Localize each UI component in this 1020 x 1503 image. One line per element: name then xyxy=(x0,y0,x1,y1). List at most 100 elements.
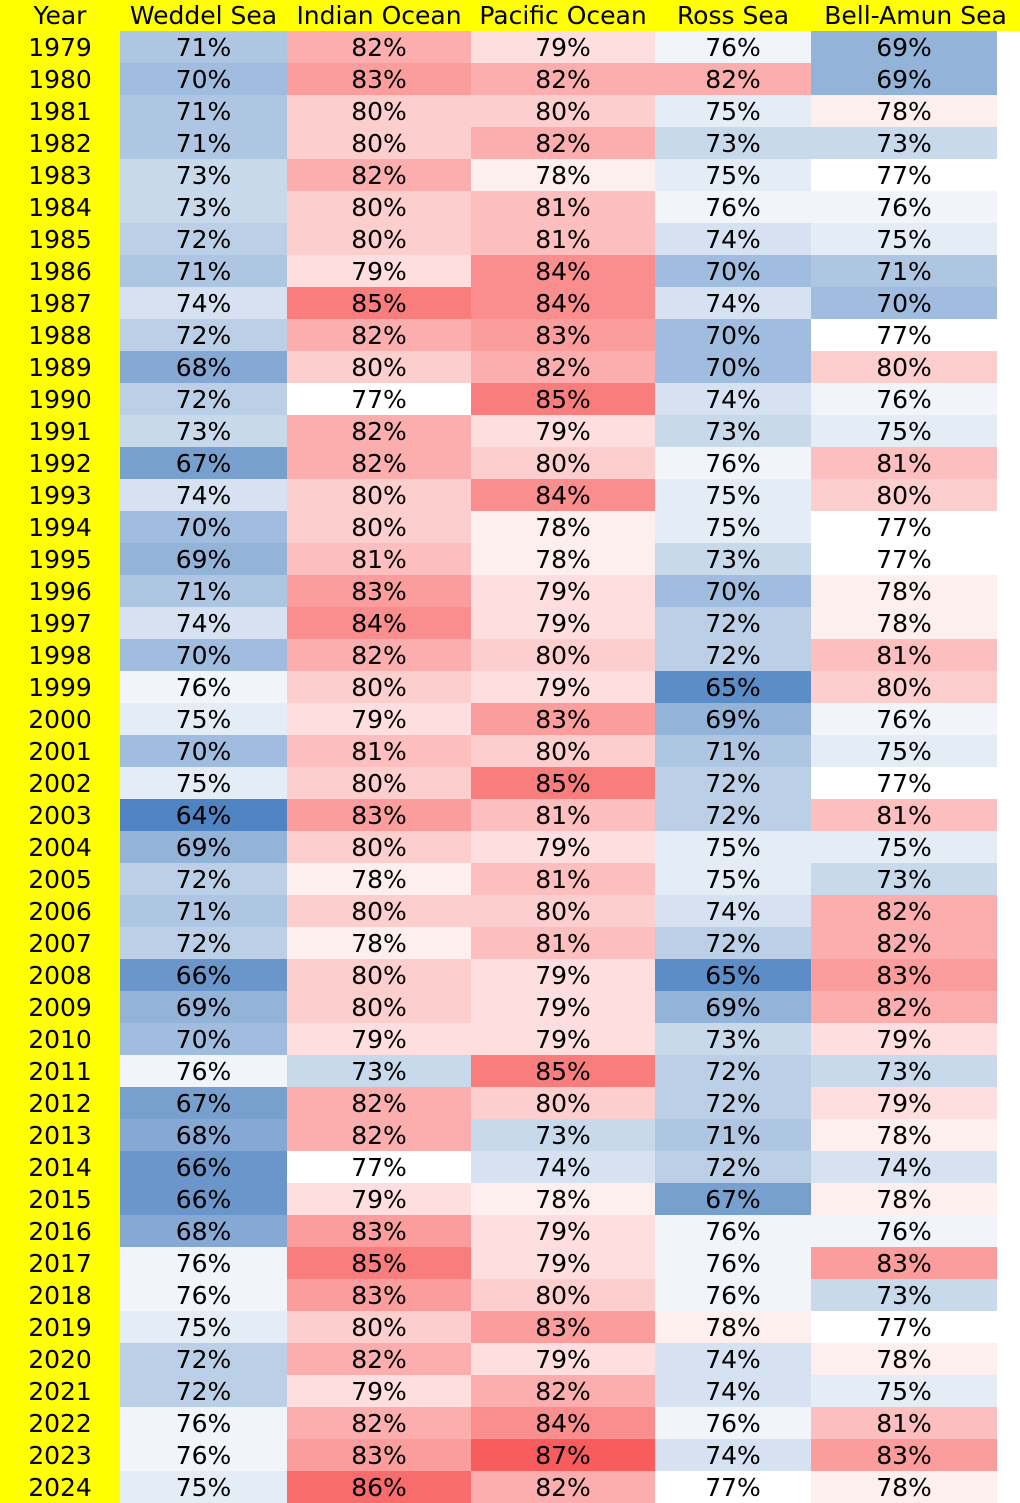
year-label: 2013 xyxy=(0,1119,120,1151)
year-label: 1996 xyxy=(0,575,120,607)
heatmap-cell-bell-amun-sea: 78% xyxy=(811,1119,997,1151)
heatmap-cell-bell-amun-sea: 78% xyxy=(811,95,997,127)
heatmap-cell-pacific-ocean: 80% xyxy=(471,895,655,927)
heatmap-cell-pacific-ocean: 84% xyxy=(471,479,655,511)
heatmap-cell-bell-amun-sea: 73% xyxy=(811,863,997,895)
heatmap-cell-weddel-sea: 66% xyxy=(120,959,287,991)
year-label: 2011 xyxy=(0,1055,120,1087)
heatmap-cell-pacific-ocean: 83% xyxy=(471,703,655,735)
year-label: 2002 xyxy=(0,767,120,799)
heatmap-cell-indian-ocean: 80% xyxy=(287,1311,471,1343)
year-label: 2018 xyxy=(0,1279,120,1311)
year-label: 2005 xyxy=(0,863,120,895)
heatmap-cell-bell-amun-sea: 78% xyxy=(811,575,997,607)
heatmap-cell-pacific-ocean: 80% xyxy=(471,95,655,127)
heatmap-cell-bell-amun-sea: 81% xyxy=(811,799,997,831)
heatmap-cell-indian-ocean: 83% xyxy=(287,1439,471,1471)
heatmap-cell-indian-ocean: 85% xyxy=(287,1247,471,1279)
heatmap-cell-ross-sea: 82% xyxy=(655,63,811,95)
heatmap-cell-bell-amun-sea: 78% xyxy=(811,1183,997,1215)
heatmap-cell-weddel-sea: 73% xyxy=(120,159,287,191)
heatmap-cell-pacific-ocean: 79% xyxy=(471,1343,655,1375)
heatmap-cell-weddel-sea: 72% xyxy=(120,863,287,895)
heatmap-cell-indian-ocean: 80% xyxy=(287,671,471,703)
heatmap-cell-bell-amun-sea: 80% xyxy=(811,351,997,383)
heatmap-cell-bell-amun-sea: 77% xyxy=(811,511,997,543)
heatmap-cell-ross-sea: 74% xyxy=(655,1439,811,1471)
heatmap-cell-weddel-sea: 66% xyxy=(120,1151,287,1183)
heatmap-cell-ross-sea: 72% xyxy=(655,607,811,639)
heatmap-cell-bell-amun-sea: 75% xyxy=(811,415,997,447)
heatmap-cell-pacific-ocean: 87% xyxy=(471,1439,655,1471)
heatmap-cell-bell-amun-sea: 76% xyxy=(811,191,997,223)
heatmap-cell-ross-sea: 70% xyxy=(655,575,811,607)
heatmap-cell-weddel-sea: 66% xyxy=(120,1183,287,1215)
heatmap-cell-ross-sea: 74% xyxy=(655,1343,811,1375)
year-label: 1994 xyxy=(0,511,120,543)
heatmap-cell-indian-ocean: 80% xyxy=(287,479,471,511)
heatmap-cell-bell-amun-sea: 77% xyxy=(811,543,997,575)
heatmap-cell-indian-ocean: 79% xyxy=(287,1183,471,1215)
heatmap-cell-bell-amun-sea: 77% xyxy=(811,159,997,191)
heatmap-cell-ross-sea: 77% xyxy=(655,1471,811,1503)
heatmap-cell-weddel-sea: 68% xyxy=(120,1215,287,1247)
heatmap-cell-indian-ocean: 83% xyxy=(287,63,471,95)
heatmap-cell-pacific-ocean: 82% xyxy=(471,127,655,159)
heatmap-cell-indian-ocean: 80% xyxy=(287,767,471,799)
heatmap-cell-indian-ocean: 83% xyxy=(287,799,471,831)
heatmap-cell-weddel-sea: 74% xyxy=(120,607,287,639)
heatmap-cell-weddel-sea: 71% xyxy=(120,31,287,63)
year-label: 1984 xyxy=(0,191,120,223)
heatmap-cell-weddel-sea: 76% xyxy=(120,1279,287,1311)
heatmap-cell-ross-sea: 75% xyxy=(655,159,811,191)
heatmap-cell-weddel-sea: 67% xyxy=(120,447,287,479)
heatmap-cell-weddel-sea: 70% xyxy=(120,511,287,543)
heatmap-cell-ross-sea: 74% xyxy=(655,383,811,415)
heatmap-cell-bell-amun-sea: 71% xyxy=(811,255,997,287)
heatmap-cell-bell-amun-sea: 76% xyxy=(811,1215,997,1247)
year-label: 2009 xyxy=(0,991,120,1023)
heatmap-cell-indian-ocean: 83% xyxy=(287,575,471,607)
heatmap-cell-weddel-sea: 64% xyxy=(120,799,287,831)
heatmap-cell-bell-amun-sea: 81% xyxy=(811,447,997,479)
heatmap-cell-weddel-sea: 70% xyxy=(120,63,287,95)
heatmap-cell-bell-amun-sea: 73% xyxy=(811,1279,997,1311)
heatmap-cell-ross-sea: 76% xyxy=(655,1247,811,1279)
heatmap-cell-bell-amun-sea: 73% xyxy=(811,127,997,159)
heatmap-cell-weddel-sea: 76% xyxy=(120,1439,287,1471)
year-label: 2019 xyxy=(0,1311,120,1343)
year-label: 1979 xyxy=(0,31,120,63)
heatmap-cell-pacific-ocean: 81% xyxy=(471,223,655,255)
heatmap-cell-ross-sea: 73% xyxy=(655,1023,811,1055)
heatmap-cell-bell-amun-sea: 75% xyxy=(811,831,997,863)
heatmap-cell-ross-sea: 73% xyxy=(655,415,811,447)
heatmap-cell-pacific-ocean: 79% xyxy=(471,831,655,863)
heatmap-cell-bell-amun-sea: 76% xyxy=(811,703,997,735)
heatmap-cell-bell-amun-sea: 74% xyxy=(811,1151,997,1183)
heatmap-cell-pacific-ocean: 85% xyxy=(471,383,655,415)
heatmap-cell-ross-sea: 76% xyxy=(655,191,811,223)
heatmap-cell-ross-sea: 75% xyxy=(655,831,811,863)
heatmap-cell-ross-sea: 65% xyxy=(655,671,811,703)
heatmap-cell-ross-sea: 76% xyxy=(655,1279,811,1311)
heatmap-cell-indian-ocean: 79% xyxy=(287,703,471,735)
heatmap-cell-pacific-ocean: 81% xyxy=(471,863,655,895)
heatmap-cell-pacific-ocean: 78% xyxy=(471,1183,655,1215)
heatmap-cell-indian-ocean: 78% xyxy=(287,927,471,959)
heatmap-cell-bell-amun-sea: 69% xyxy=(811,63,997,95)
column-header-weddel-sea: Weddel Sea xyxy=(120,0,287,31)
heatmap-cell-weddel-sea: 71% xyxy=(120,255,287,287)
heatmap-cell-indian-ocean: 77% xyxy=(287,1151,471,1183)
heatmap-cell-weddel-sea: 73% xyxy=(120,191,287,223)
heatmap-cell-weddel-sea: 70% xyxy=(120,639,287,671)
heatmap-cell-weddel-sea: 73% xyxy=(120,415,287,447)
heatmap-cell-ross-sea: 72% xyxy=(655,639,811,671)
heatmap-cell-bell-amun-sea: 75% xyxy=(811,1375,997,1407)
heatmap-cell-bell-amun-sea: 75% xyxy=(811,223,997,255)
heatmap-cell-weddel-sea: 72% xyxy=(120,383,287,415)
heatmap-cell-weddel-sea: 70% xyxy=(120,1023,287,1055)
heatmap-cell-ross-sea: 76% xyxy=(655,1215,811,1247)
heatmap-cell-indian-ocean: 82% xyxy=(287,159,471,191)
heatmap-cell-indian-ocean: 80% xyxy=(287,959,471,991)
heatmap-cell-pacific-ocean: 74% xyxy=(471,1151,655,1183)
